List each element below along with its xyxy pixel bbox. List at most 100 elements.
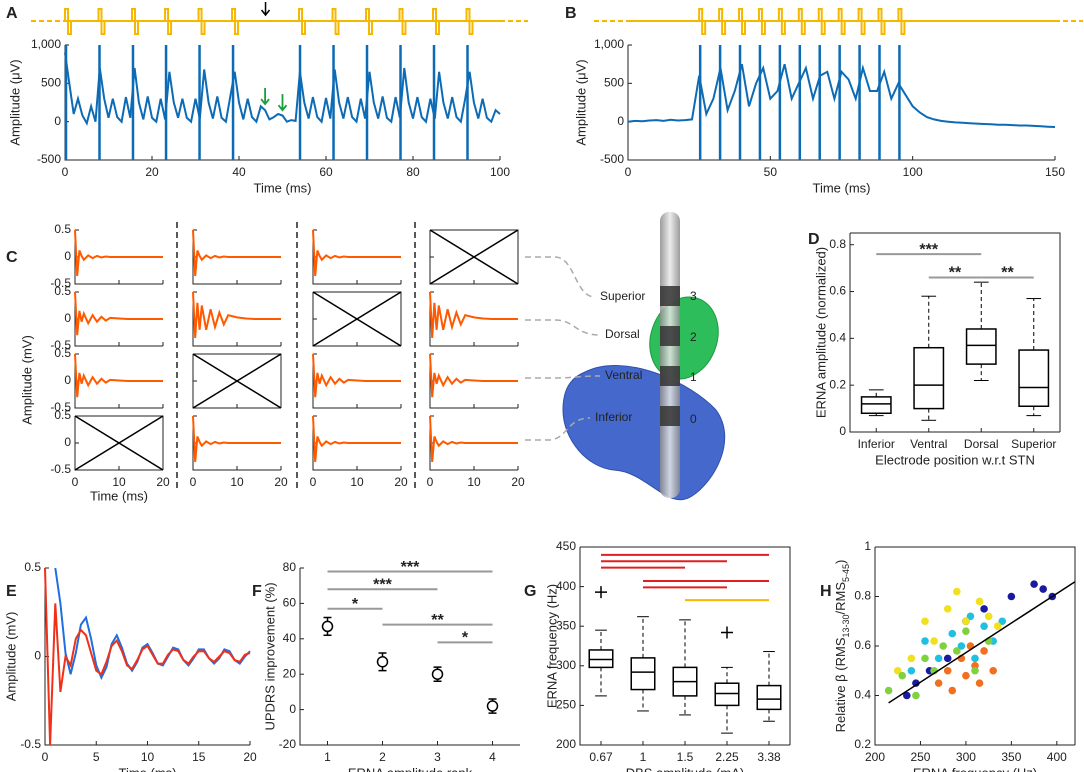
significance-label: ** — [431, 612, 444, 629]
y-axis-label: Amplitude (mV) — [19, 335, 34, 425]
y-tick-label: 500 — [41, 76, 61, 90]
point — [903, 691, 911, 700]
box — [756, 684, 782, 711]
mean-marker — [431, 668, 444, 680]
mean-marker — [321, 620, 334, 633]
y-tick-label: 0.4 — [854, 688, 871, 702]
point — [984, 612, 993, 621]
stim-pulse — [877, 8, 886, 35]
x-axis-label: Electrode position w.r.t STN — [875, 452, 1035, 467]
y-tick-label: -500 — [37, 152, 61, 166]
significance-label: *** — [919, 241, 938, 258]
x-tick-label: 0 — [190, 475, 197, 489]
box — [965, 328, 997, 365]
panel-label: B — [565, 5, 577, 22]
panel-label: E — [6, 583, 17, 600]
point — [953, 587, 961, 596]
panel-label: H — [820, 583, 832, 600]
contact-label: 2 — [690, 330, 697, 344]
y-tick-label: -500 — [600, 152, 624, 166]
x-tick-label: 0 — [310, 475, 317, 489]
y-tick-label: 0.5 — [54, 284, 71, 298]
x-tick-label: 0 — [42, 750, 49, 764]
stim-pulse — [398, 8, 407, 35]
point — [975, 679, 984, 687]
y-tick-label: 0 — [64, 311, 71, 325]
y-tick-label: 0.5 — [54, 408, 71, 422]
stim-pulse — [837, 8, 846, 35]
y-axis-label: Amplitude (μV) — [573, 59, 588, 145]
point — [907, 666, 916, 675]
point — [930, 637, 938, 645]
x-tick-label: 10 — [141, 750, 155, 764]
y-axis-label: ERNA amplitude (normalized) — [813, 247, 828, 418]
x-axis-label: Time (ms) — [90, 488, 148, 503]
y-tick-label: 0.2 — [829, 377, 846, 391]
point — [893, 666, 902, 675]
y-tick-label: 60 — [283, 596, 297, 610]
x-tick-label: 15 — [192, 750, 206, 764]
y-tick-label: 20 — [283, 666, 297, 680]
x-tick-label: 1.5 — [677, 750, 694, 764]
x-tick-label: 2 — [379, 750, 386, 764]
y-axis-label-part: Relative β (RMS — [833, 637, 848, 732]
y-tick-label: 250 — [556, 698, 576, 712]
x-tick-label: 200 — [865, 750, 885, 764]
no-data-cross — [429, 229, 519, 285]
point — [971, 666, 979, 675]
separators — [176, 222, 416, 490]
x-tick-label: Dorsal — [964, 437, 999, 451]
contact-label: 0 — [690, 412, 697, 426]
axis — [627, 45, 1055, 161]
stim-pulse — [738, 8, 747, 35]
no-data-cross — [312, 291, 402, 347]
point — [962, 671, 970, 680]
y-tick-label: -0.5 — [50, 276, 71, 290]
x-tick-label: 10 — [230, 475, 244, 489]
point — [971, 654, 979, 663]
trace — [312, 229, 401, 276]
trace — [429, 353, 518, 398]
point — [912, 679, 920, 687]
stim-pulse — [97, 8, 106, 35]
box — [714, 682, 740, 707]
stim-pulse — [130, 8, 139, 35]
stim-pulse — [857, 8, 866, 35]
point — [998, 617, 1007, 626]
x-tick-label: 250 — [910, 750, 930, 764]
outlier — [721, 626, 733, 639]
y-tick-label: 0.6 — [854, 638, 871, 652]
significance-label: ** — [1001, 265, 1014, 282]
box — [1018, 349, 1050, 407]
point — [934, 679, 943, 687]
x-tick-label: 350 — [1001, 750, 1021, 764]
stim-pulse — [897, 8, 906, 35]
fit-line — [888, 581, 1076, 704]
trace — [74, 291, 163, 336]
electrode-diagram: Superior Dorsal Ventral Inferior 3 2 1 0 — [525, 212, 726, 501]
annotation-arrow — [260, 88, 270, 106]
point — [1030, 580, 1038, 588]
y-tick-label: 1,000 — [594, 37, 624, 51]
y-tick-label: 0.4 — [829, 331, 846, 345]
x-tick-label: 20 — [156, 475, 170, 489]
y-axis-label: UPDRS improvement (%) — [262, 582, 277, 730]
x-tick-label: 20 — [274, 475, 288, 489]
omitted-pulse-arrow — [260, 2, 271, 17]
y-tick-label: 0.5 — [54, 222, 71, 236]
significance-label: * — [352, 596, 359, 613]
y-tick-label: 0 — [617, 114, 624, 128]
y-tick-label: 0 — [839, 424, 846, 438]
position-label: Superior — [600, 289, 645, 303]
y-tick-label: 1 — [864, 539, 871, 553]
point — [943, 666, 952, 675]
stim-pulse — [797, 8, 806, 35]
box — [860, 396, 892, 415]
significance-label: *** — [373, 576, 392, 593]
y-axis-label-part: ) — [833, 560, 848, 564]
x-tick-label: 100 — [903, 165, 923, 179]
no-data-cross — [192, 353, 282, 409]
axis-box — [580, 546, 791, 745]
point — [921, 654, 929, 663]
